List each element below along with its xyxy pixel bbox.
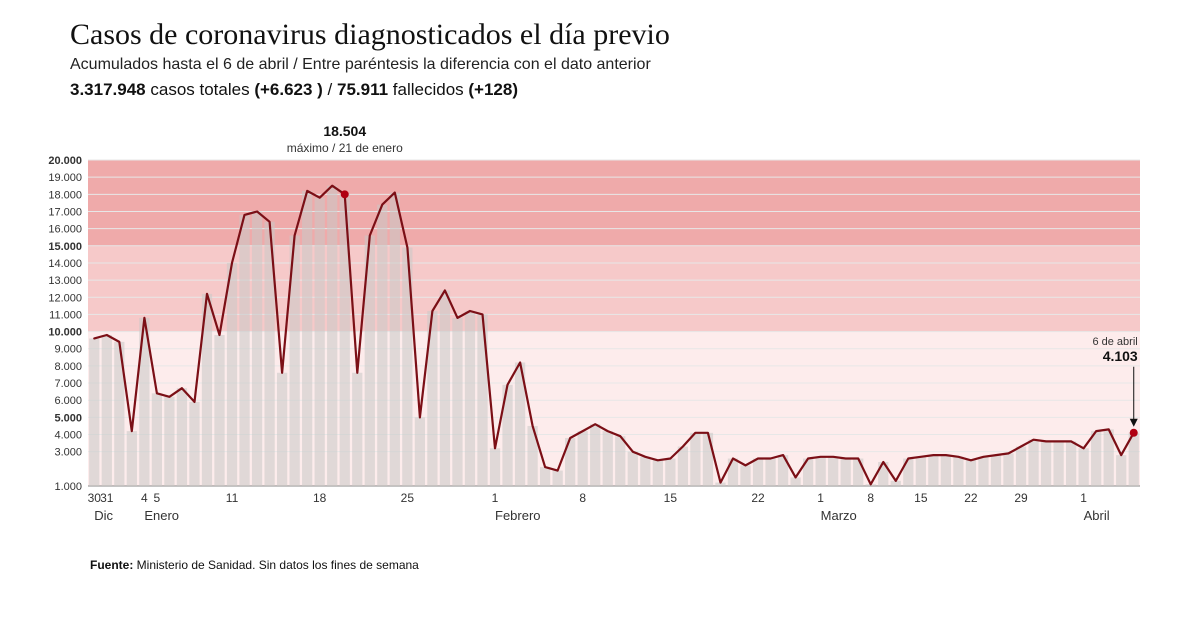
svg-text:4.000: 4.000 [54,430,82,442]
svg-text:22: 22 [751,491,765,505]
deaths-total: 75.911 [337,80,388,99]
svg-text:29: 29 [1014,491,1028,505]
source-line: Fuente: Ministerio de Sanidad. Sin datos… [90,558,1170,572]
svg-text:1.000: 1.000 [54,481,82,493]
cases-total: 3.317.948 [70,80,146,99]
svg-text:18.504: 18.504 [323,123,366,139]
stats-sep: / [323,80,337,99]
svg-text:8: 8 [579,491,586,505]
svg-text:Febrero: Febrero [495,508,541,523]
svg-text:8.000: 8.000 [54,361,82,373]
svg-text:8: 8 [867,491,874,505]
cases-chart: 1.000 3.000 4.000 5.000 6.000 7.000 8.000 9.000… [30,118,1160,548]
svg-text:Abril: Abril [1084,508,1110,523]
svg-text:10.000: 10.000 [48,327,82,339]
cases-label: casos totales [146,80,255,99]
svg-text:5: 5 [154,491,161,505]
svg-text:20.000: 20.000 [48,155,82,167]
svg-text:1: 1 [1080,491,1087,505]
svg-text:22: 22 [964,491,978,505]
svg-text:6.000: 6.000 [54,395,82,407]
svg-text:15: 15 [664,491,678,505]
svg-text:16.000: 16.000 [48,224,82,236]
svg-text:18: 18 [313,491,327,505]
svg-text:3.000: 3.000 [54,447,82,459]
page-title: Casos de coronavirus diagnosticados el d… [70,18,1170,52]
svg-text:12.000: 12.000 [48,292,82,304]
deaths-label: fallecidos [388,80,468,99]
stats-line: 3.317.948 casos totales (+6.623 ) / 75.9… [70,80,1170,100]
svg-text:Dic: Dic [94,508,113,523]
svg-text:17.000: 17.000 [48,206,82,218]
svg-text:19.000: 19.000 [48,172,82,184]
svg-text:5.000: 5.000 [54,412,82,424]
source-prefix: Fuente: [90,558,133,572]
svg-text:4: 4 [141,491,148,505]
svg-text:9.000: 9.000 [54,344,82,356]
svg-text:11: 11 [226,491,239,505]
svg-text:7.000: 7.000 [54,378,82,390]
source-text: Ministerio de Sanidad. Sin datos los fin… [133,558,419,572]
svg-text:18.000: 18.000 [48,189,82,201]
svg-text:1: 1 [817,491,824,505]
svg-text:15: 15 [914,491,928,505]
svg-text:25: 25 [401,491,415,505]
svg-text:6 de abril: 6 de abril [1092,336,1137,348]
svg-text:máximo / 21 de enero: máximo / 21 de enero [287,141,403,155]
page-subtitle: Acumulados hasta el 6 de abril / Entre p… [70,56,1170,74]
deaths-delta: (+128) [468,80,518,99]
svg-text:Enero: Enero [144,508,179,523]
svg-text:1: 1 [492,491,499,505]
svg-text:31: 31 [100,491,114,505]
svg-text:Marzo: Marzo [821,508,857,523]
svg-text:13.000: 13.000 [48,275,82,287]
svg-text:11.000: 11.000 [49,309,82,321]
svg-text:14.000: 14.000 [48,258,82,270]
cases-delta: (+6.623 ) [254,80,323,99]
svg-text:4.103: 4.103 [1103,348,1138,364]
svg-text:15.000: 15.000 [48,241,82,253]
